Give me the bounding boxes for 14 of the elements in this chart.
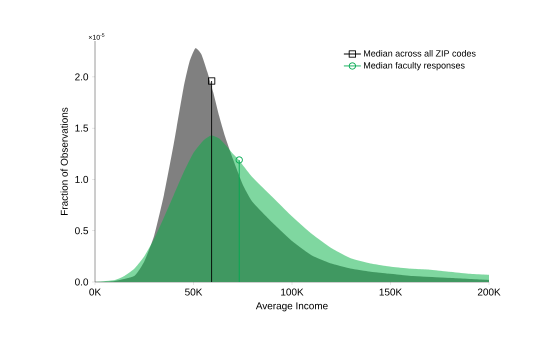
x-tick-label: 200K (478, 288, 501, 296)
legend-label: Median across all ZIP codes (364, 50, 476, 57)
y-tick-label: 2.0 (75, 73, 88, 80)
x-axis-title: Average Income (256, 302, 328, 312)
x-tick-label: 100K (281, 288, 304, 296)
x-tick-label: 50K (185, 288, 202, 296)
y-tick-label: 0.5 (75, 227, 88, 234)
y-tick-label: 0.0 (75, 278, 88, 286)
y-tick-label: 1.0 (75, 176, 88, 183)
x-tick-label: 0K (89, 288, 101, 296)
y-axis-title: Fraction of Observations (60, 108, 68, 215)
x-tick-label: 150K (380, 288, 402, 296)
y-tick-label: 1.5 (75, 124, 88, 132)
legend-label: Median faculty responses (364, 62, 465, 70)
